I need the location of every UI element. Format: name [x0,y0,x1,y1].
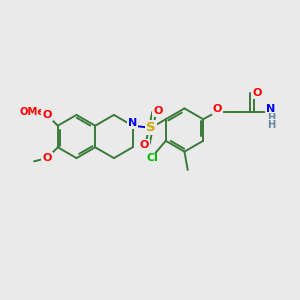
Text: O: O [42,153,52,163]
Text: O: O [253,88,262,98]
Text: OMe: OMe [20,107,45,117]
Text: H: H [267,113,275,123]
Text: H: H [267,120,275,130]
Text: O: O [153,106,163,116]
Text: S: S [146,122,156,134]
Text: N: N [128,118,137,128]
Text: O: O [212,104,222,114]
Text: O: O [42,110,52,120]
Text: N: N [266,104,276,114]
Text: O: O [42,110,52,120]
Text: O: O [140,140,149,150]
Text: Cl: Cl [146,154,158,164]
